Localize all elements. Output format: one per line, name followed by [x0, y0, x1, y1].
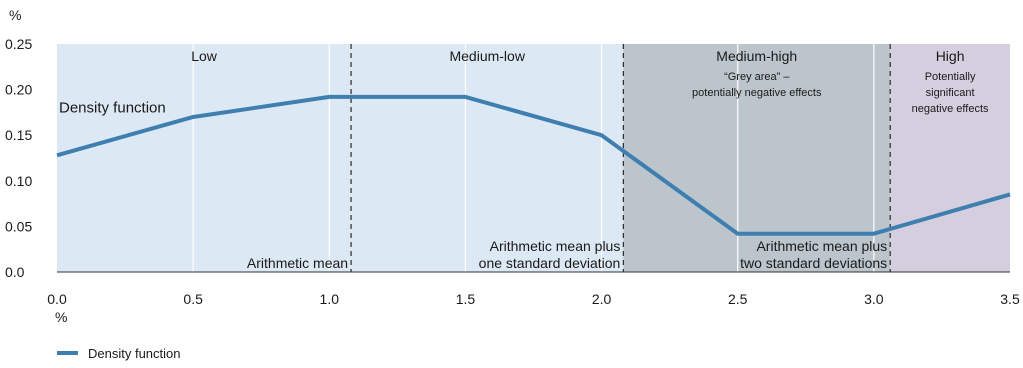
zone-background-1	[57, 44, 352, 272]
series-line-1	[56, 94, 1011, 236]
zone-subtitle-4-3: negative effects	[912, 103, 989, 115]
x-tick-label-5: 2.5	[728, 291, 748, 307]
threshold-label-1-1: Arithmetic mean	[247, 255, 348, 271]
x-tick-label-4: 2.0	[592, 291, 612, 307]
y-tick-label-3: 0.15	[5, 127, 32, 143]
zone-title-2: Medium-low	[449, 48, 525, 64]
x-tick-label-1: 0.5	[183, 291, 203, 307]
threshold-label-3-2: two standard deviations	[740, 255, 887, 271]
x-tick-label-7: 3.5	[1000, 291, 1020, 307]
zone-background-4	[890, 44, 1010, 272]
x-tick-label-3: 1.5	[456, 291, 476, 307]
series-annotation: Density function	[59, 100, 166, 117]
y-unit-label: %	[9, 7, 21, 23]
zone-title-3: Medium-high	[716, 48, 797, 64]
y-tick-label-0: 0.0	[5, 264, 25, 280]
threshold-label-2-1: Arithmetic mean plus	[490, 238, 621, 254]
zone-subtitle-4-1: Potentially	[925, 71, 976, 83]
y-tick-label-2: 0.10	[5, 173, 32, 189]
threshold-label-3-1: Arithmetic mean plus	[756, 238, 887, 254]
zone-background-2	[351, 44, 624, 272]
zone-subtitle-3-1: “Grey area” –	[724, 71, 790, 83]
x-tick-label-2: 1.0	[320, 291, 340, 307]
y-tick-label-4: 0.20	[5, 82, 32, 98]
zone-subtitle-3-2: potentially negative effects	[692, 87, 822, 99]
x-tick-label-6: 3.0	[864, 291, 884, 307]
threshold-label-2-2: one standard deviation	[479, 255, 621, 271]
x-tick-label-0: 0.0	[47, 291, 67, 307]
legend-label: Density function	[88, 346, 181, 361]
y-tick-label-5: 0.25	[5, 36, 32, 52]
zone-title-4: High	[936, 48, 965, 64]
zone-subtitle-4-2: significant	[926, 87, 975, 99]
y-tick-label-1: 0.05	[5, 218, 32, 234]
zone-title-1: Low	[191, 48, 218, 64]
x-unit-label: %	[55, 309, 67, 325]
